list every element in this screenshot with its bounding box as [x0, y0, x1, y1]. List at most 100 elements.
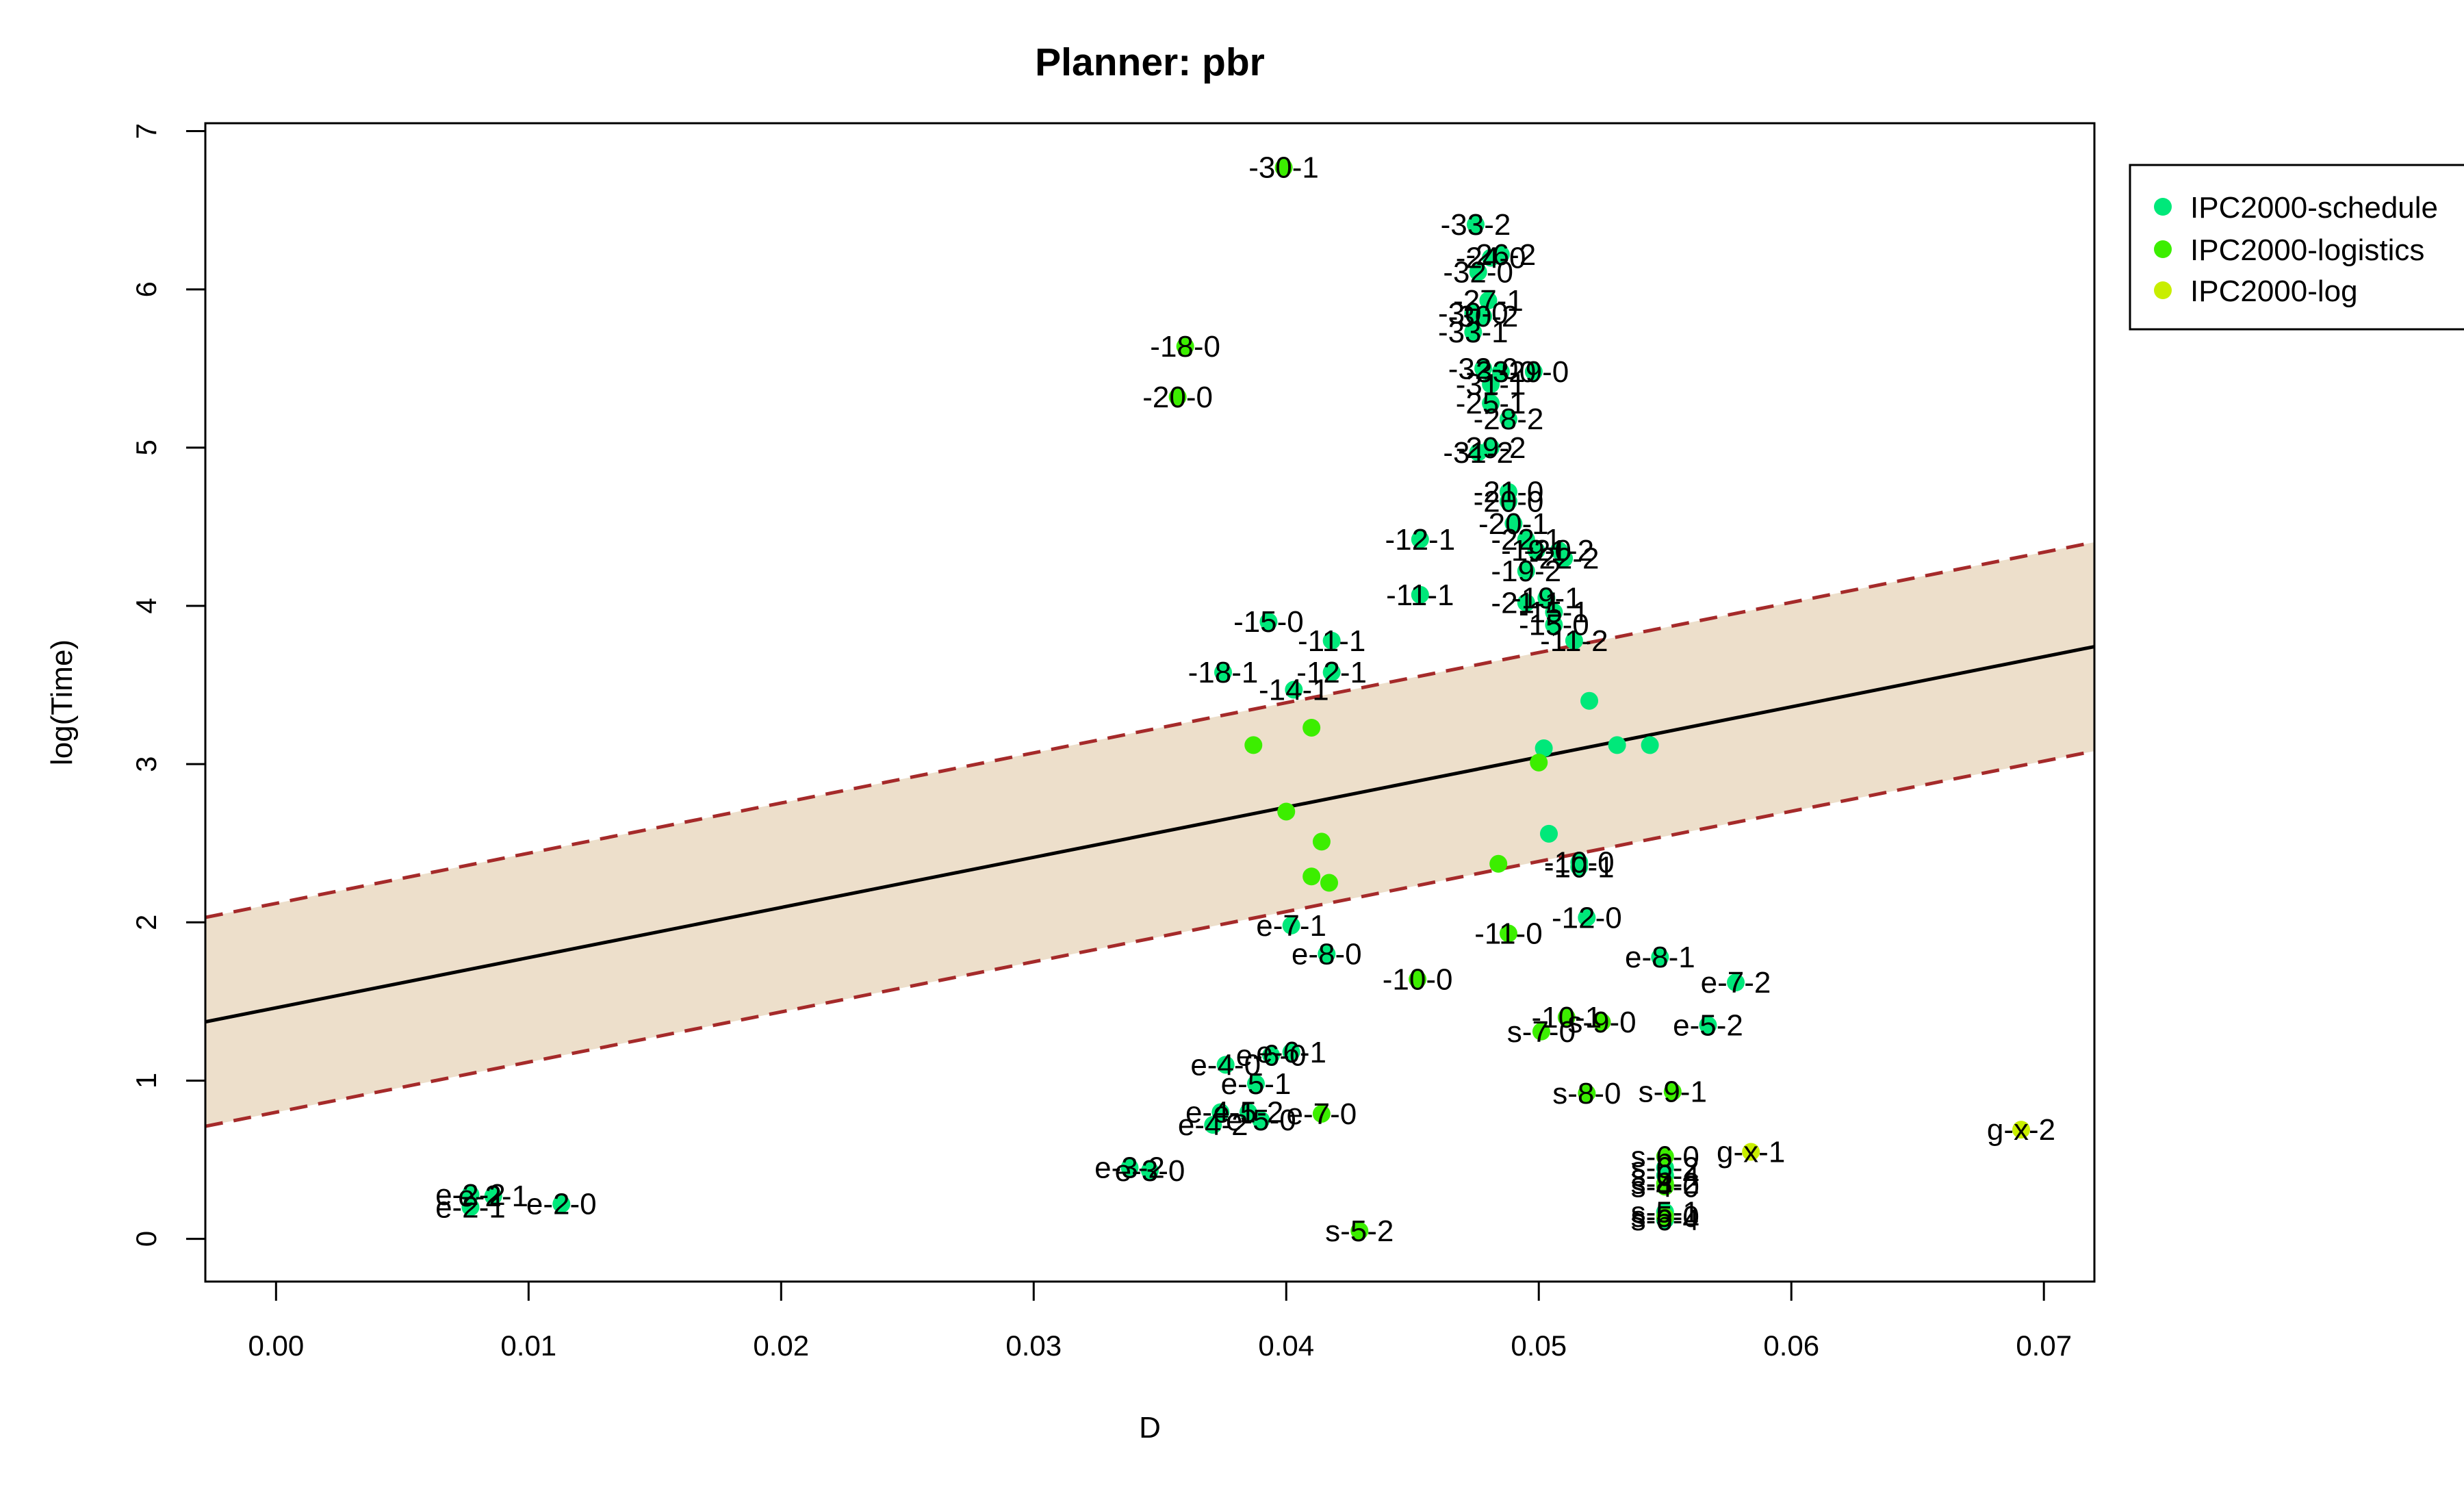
point-label: e-7-0 — [1287, 1097, 1357, 1131]
point-label: e-3-2 — [1094, 1151, 1165, 1185]
x-tick-label: 0.06 — [1763, 1329, 1819, 1362]
data-point — [1499, 492, 1517, 511]
data-point — [1262, 1046, 1281, 1065]
data-point — [1244, 736, 1263, 754]
data-point — [1535, 739, 1553, 758]
data-point — [1545, 603, 1563, 622]
data-point — [1350, 1222, 1369, 1240]
data-point — [1120, 1158, 1139, 1177]
point-label: s-6-0 — [1631, 1140, 1699, 1173]
data-point — [1517, 562, 1535, 581]
point-label: -10-1 — [1531, 1001, 1602, 1034]
data-point — [1555, 549, 1574, 568]
point-label: s-8-2 — [1631, 1167, 1699, 1201]
point-label: -29-2 — [1456, 431, 1526, 465]
point-label: -11-0 — [1474, 917, 1542, 950]
data-point — [1580, 691, 1599, 710]
x-tick-label: 0.07 — [2016, 1329, 2072, 1362]
data-point — [1320, 874, 1338, 892]
data-point — [1727, 973, 1745, 992]
x-tick-label: 0.03 — [1005, 1329, 1062, 1362]
point-label: -33-1 — [1438, 316, 1509, 349]
point-label: e-8-0 — [1292, 938, 1362, 971]
point-label: -12-1 — [1385, 523, 1455, 557]
point-label: s-6-2 — [1631, 1151, 1699, 1185]
legend-marker-1 — [2154, 240, 2172, 258]
point-label: e-4-2 — [1178, 1108, 1248, 1142]
data-point — [461, 1185, 480, 1204]
point-label: s-9-0 — [1567, 1006, 1636, 1039]
point-label: -18-0 — [1150, 330, 1220, 364]
point-label: s-5-1 — [1631, 1195, 1699, 1229]
data-point — [1318, 945, 1336, 963]
point-label: -10-0 — [1383, 963, 1453, 997]
legend-label-1: IPC2000-logistics — [2190, 233, 2424, 267]
point-label: s-9-1 — [1639, 1076, 1707, 1109]
data-point — [1532, 1022, 1550, 1041]
point-label: s-5-2 — [1325, 1214, 1394, 1248]
point-label: -15-0 — [1519, 609, 1589, 642]
point-label: s-8-0 — [1552, 1077, 1621, 1110]
x-tick-label: 0.01 — [500, 1329, 556, 1362]
point-label: -21-1 — [1491, 586, 1561, 620]
data-point — [1322, 663, 1341, 682]
data-point — [1489, 854, 1508, 873]
data-point — [461, 1198, 480, 1217]
chart-title: Planner: pbr — [1035, 40, 1265, 84]
legend: IPC2000-schedule IPC2000-logistics IPC20… — [2129, 164, 2464, 331]
data-point — [1259, 613, 1278, 631]
regression-line — [205, 645, 2095, 1024]
point-label: -19-2 — [1491, 555, 1561, 588]
data-point — [1469, 263, 1487, 281]
legend-label-0: IPC2000-schedule — [2190, 191, 2438, 225]
x-axis-label: D — [1139, 1411, 1161, 1445]
data-point — [1656, 1208, 1674, 1226]
data-point — [1168, 387, 1187, 406]
y-tick-label: 4 — [130, 598, 162, 613]
point-label: g-x-1 — [1717, 1135, 1785, 1169]
data-point — [1482, 375, 1500, 394]
point-label: -12-1 — [1296, 656, 1367, 689]
point-label: e-6-0 — [1236, 1039, 1307, 1072]
legend-label-2: IPC2000-log — [2190, 275, 2358, 308]
y-tick-label: 1 — [130, 1073, 162, 1089]
data-point — [1656, 1178, 1674, 1196]
y-tick-label: 6 — [130, 281, 162, 297]
data-point — [1742, 1143, 1760, 1161]
point-label: -20-0 — [1474, 485, 1544, 518]
point-label: -19-0 — [1501, 534, 1571, 568]
data-point — [1474, 307, 1493, 325]
data-point — [1482, 438, 1500, 457]
point-label: -30-0 — [1438, 296, 1509, 330]
data-point — [1565, 631, 1583, 650]
point-label: -27-1 — [1453, 284, 1524, 318]
data-point — [1277, 802, 1296, 821]
y-tick-label: 3 — [130, 756, 162, 772]
x-tick-label: 0.05 — [1511, 1329, 1567, 1362]
y-tick-label: 7 — [130, 123, 162, 139]
data-point — [1466, 215, 1485, 233]
point-label: -29-0 — [1498, 355, 1569, 389]
data-point — [1499, 410, 1517, 429]
point-label: e-5-2 — [1673, 1009, 1743, 1043]
data-point — [1524, 362, 1543, 381]
data-point — [1479, 291, 1498, 309]
data-point — [1252, 1111, 1270, 1130]
legend-marker-0 — [2154, 198, 2172, 216]
point-label: -31-2 — [1443, 436, 1513, 470]
data-point — [1557, 1008, 1576, 1026]
legend-box — [2129, 164, 2464, 331]
data-point — [1593, 1013, 1611, 1031]
data-point — [1216, 1056, 1235, 1074]
data-point — [1578, 1084, 1596, 1102]
data-point — [1545, 615, 1563, 634]
point-label: e-2-2 — [435, 1178, 506, 1212]
data-point — [1246, 1075, 1265, 1093]
y-tick-label: 0 — [130, 1231, 162, 1247]
data-point — [1464, 323, 1483, 342]
point-label: -10-0 — [1544, 845, 1615, 879]
x-axis: 0.00 0.01 0.02 0.03 0.04 0.05 0.06 0.07 — [248, 1280, 2072, 1362]
data-point — [1504, 514, 1523, 533]
data-point — [1641, 736, 1659, 754]
